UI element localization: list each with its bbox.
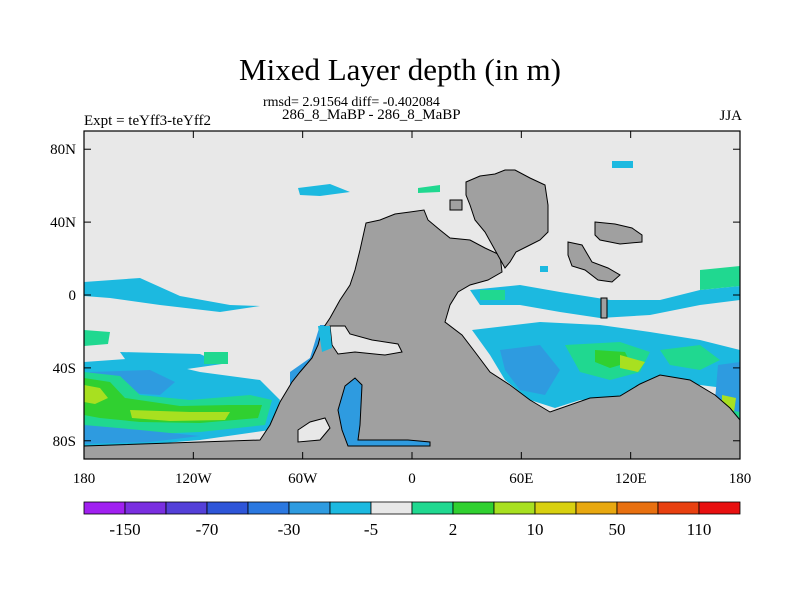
anomaly-patch	[204, 352, 228, 364]
ocean-inlet	[297, 417, 331, 443]
colorbar-swatch	[288, 501, 331, 515]
y-tick-label: 0	[69, 288, 77, 304]
anomaly-patch	[540, 266, 548, 272]
colorbar-label: -150	[109, 520, 140, 539]
colorbar: -150 -70 -30 -5 2 10 50 110	[83, 501, 741, 539]
anomaly-patch	[84, 378, 262, 423]
land-mass	[465, 169, 549, 269]
colorbar-swatch	[247, 501, 290, 515]
colorbar-swatch	[329, 501, 372, 515]
anomaly-patch	[700, 266, 740, 290]
anomaly-patch	[120, 352, 222, 370]
experiment-label: Expt = teYff3-teYff2	[84, 113, 212, 129]
colorbar-label: -70	[196, 520, 219, 539]
x-tick-label: 180	[73, 471, 96, 487]
y-axis: 80N 40N 0 40S 80S	[50, 142, 740, 450]
colorbar-swatch	[493, 501, 536, 515]
chart-title: Mixed Layer depth (in m)	[239, 52, 561, 87]
colorbar-swatch	[83, 501, 126, 515]
anomaly-patch	[84, 425, 200, 444]
land-mass	[84, 209, 740, 459]
anomaly-patch	[612, 161, 633, 168]
anomaly-patch	[418, 185, 440, 193]
colorbar-swatch	[206, 501, 249, 515]
colorbar-swatch	[370, 501, 413, 515]
colorbar-swatch	[616, 501, 659, 515]
cases-label: 286_8_MaBP - 286_8_MaBP	[282, 107, 461, 123]
land-mass	[449, 199, 463, 211]
land-mass	[594, 221, 643, 245]
anomaly-patch	[620, 355, 645, 372]
anomaly-patch	[130, 410, 230, 421]
colorbar-swatch	[411, 501, 454, 515]
y-tick-label: 80S	[53, 434, 76, 450]
anomaly-patch	[84, 385, 108, 404]
colorbar-label: 110	[687, 520, 712, 539]
ocean-inlet	[329, 325, 403, 356]
colorbar-swatch	[657, 501, 700, 515]
land-mass	[567, 241, 621, 283]
season-label: JJA	[719, 108, 742, 124]
colorbar-swatch	[534, 501, 577, 515]
ocean-inlet	[337, 377, 431, 447]
colorbar-label: -30	[278, 520, 301, 539]
anomaly-patch	[660, 345, 720, 370]
anomaly-field	[84, 161, 740, 459]
anomaly-patch	[500, 345, 560, 395]
stats-label: rmsd= 2.91564 diff= -0.402084	[263, 95, 440, 110]
colorbar-swatch	[124, 501, 167, 515]
colorbar-label: 2	[449, 520, 458, 539]
x-tick-label: 0	[408, 471, 416, 487]
anomaly-patch	[84, 278, 260, 312]
land-mass	[600, 297, 608, 319]
x-tick-label: 120E	[615, 471, 647, 487]
colorbar-swatch	[575, 501, 618, 515]
anomaly-patch	[298, 184, 350, 196]
anomaly-patch	[84, 330, 110, 346]
x-tick-label: 60E	[509, 471, 533, 487]
x-axis: 180 120W 60W 0 60E 120E 180	[73, 131, 752, 487]
colorbar-swatch	[698, 501, 741, 515]
x-tick-label: 120W	[175, 471, 213, 487]
colorbar-label: 50	[609, 520, 626, 539]
anomaly-patch	[480, 290, 505, 300]
colorbar-swatch	[452, 501, 495, 515]
x-tick-label: 60W	[288, 471, 318, 487]
colorbar-swatch	[165, 501, 208, 515]
y-tick-label: 40N	[50, 215, 76, 231]
y-tick-label: 80N	[50, 142, 76, 158]
ocean-inlet	[318, 326, 332, 352]
x-tick-label: 180	[729, 471, 752, 487]
colorbar-label: 10	[527, 520, 544, 539]
colorbar-label: -5	[364, 520, 378, 539]
y-tick-label: 40S	[53, 361, 76, 377]
